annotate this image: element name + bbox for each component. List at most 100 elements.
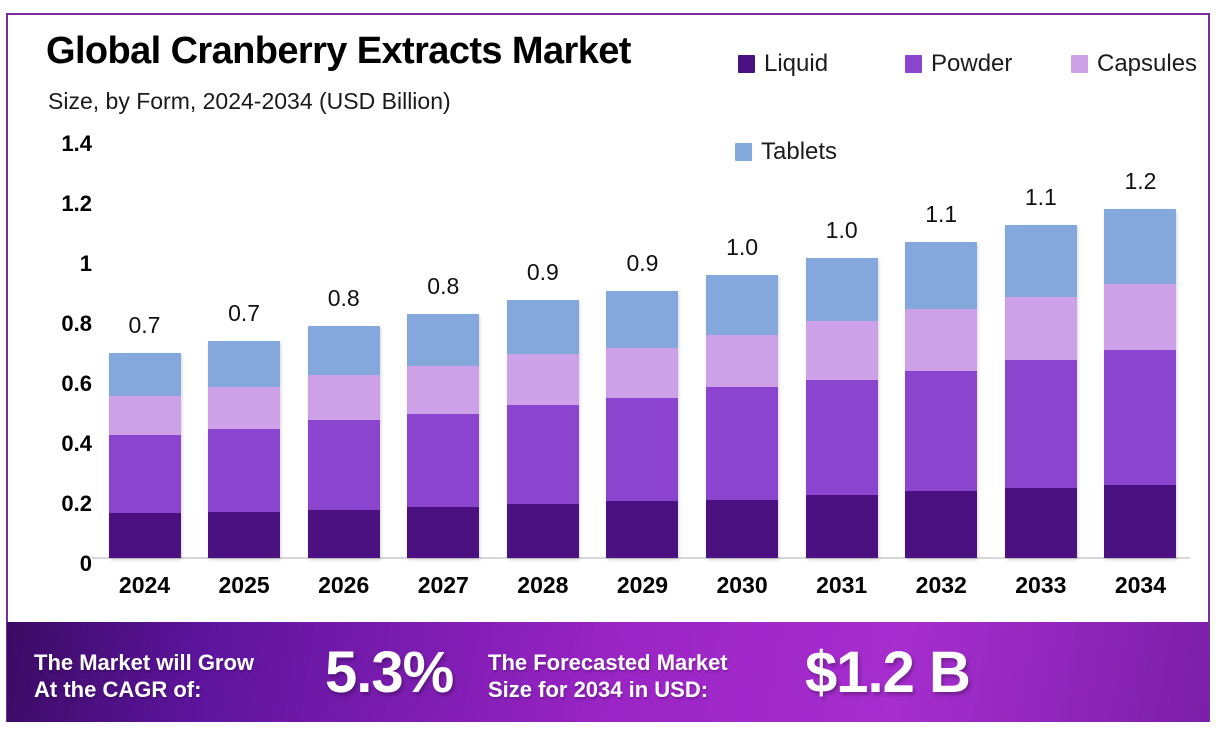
bar-segment-powder[interactable]	[1104, 349, 1177, 485]
stacked-bar[interactable]	[407, 313, 480, 558]
bar-total-label: 1.0	[726, 233, 759, 260]
legend-label-powder: Powder	[931, 50, 1013, 77]
bar-column[interactable]: 0.8	[294, 150, 393, 558]
y-axis: 0 0.2 0.4 0.6 0.8 1 1.2 1.4	[30, 130, 92, 576]
bar-column[interactable]: 0.7	[195, 150, 294, 558]
x-axis-tick: 2031	[816, 572, 868, 598]
bar-segment-powder[interactable]	[407, 414, 480, 507]
bar-segment-tablets[interactable]	[208, 340, 281, 387]
bar-column[interactable]: 0.7	[95, 150, 194, 558]
bar-segment-liquid[interactable]	[506, 504, 579, 558]
bar-segment-liquid[interactable]	[208, 511, 281, 558]
bar-total-label: 1.1	[1024, 184, 1057, 210]
y-axis-tick: 0.2	[61, 491, 92, 516]
bar-column[interactable]: 1.0	[792, 150, 891, 558]
bar-segment-liquid[interactable]	[1104, 484, 1177, 558]
bar-column[interactable]: 0.9	[593, 150, 692, 558]
bar-segment-powder[interactable]	[307, 420, 380, 510]
stacked-bar[interactable]	[307, 325, 380, 558]
bar-segment-powder[interactable]	[905, 370, 978, 491]
bar-segment-capsules[interactable]	[307, 375, 380, 420]
x-axis-tick: 2029	[616, 572, 669, 598]
x-axis-tick: 2024	[118, 572, 171, 598]
bar-segment-tablets[interactable]	[307, 325, 380, 375]
page-title: Global Cranberry Extracts Market	[46, 30, 631, 72]
y-axis-tick: 0	[79, 551, 92, 576]
cagr-value: 5.3%	[325, 640, 454, 705]
cagr-label: The Market will Grow At the CAGR of:	[34, 650, 255, 702]
bar-segment-liquid[interactable]	[606, 501, 679, 558]
legend-item-liquid[interactable]: Liquid	[738, 50, 828, 78]
bar-segment-tablets[interactable]	[706, 274, 779, 335]
bar-total-label: 0.9	[626, 250, 659, 276]
bar-segment-liquid[interactable]	[108, 513, 181, 558]
bar-segment-capsules[interactable]	[706, 334, 779, 387]
stacked-bar[interactable]	[606, 291, 679, 558]
stacked-bar[interactable]	[706, 274, 779, 558]
bar-total-label: 1.0	[825, 217, 858, 243]
bar-segment-tablets[interactable]	[1104, 208, 1177, 284]
bar-total-label: 0.7	[128, 311, 161, 338]
bar-column[interactable]: 1.1	[892, 150, 991, 558]
forecast-value: $1.2 B	[805, 640, 971, 705]
legend-item-capsules[interactable]: Capsules	[1071, 50, 1197, 78]
stacked-bar[interactable]	[905, 241, 978, 558]
bar-segment-powder[interactable]	[606, 397, 679, 501]
bar-column[interactable]: 0.8	[394, 150, 493, 558]
stacked-bar[interactable]	[208, 340, 281, 558]
bar-segment-capsules[interactable]	[805, 321, 878, 380]
bar-series-group: 0.7 0.7 0.8 0.8 0.9 0.9 1.0 1.0 1.1 1.1 1.2	[95, 150, 1190, 558]
stats-banner: The Market will Grow At the CAGR of: 5.3…	[7, 622, 1209, 722]
bar-column[interactable]: 0.9	[493, 150, 592, 558]
bar-segment-powder[interactable]	[506, 405, 579, 504]
x-axis-tick: 2027	[417, 572, 469, 598]
bar-segment-tablets[interactable]	[506, 300, 579, 354]
bar-segment-capsules[interactable]	[506, 354, 579, 405]
bar-segment-powder[interactable]	[805, 379, 878, 495]
bar-segment-tablets[interactable]	[1004, 225, 1077, 297]
y-axis-tick: 0.6	[61, 371, 92, 396]
bar-segment-tablets[interactable]	[905, 241, 978, 309]
legend-item-powder[interactable]: Powder	[905, 50, 1012, 78]
bar-segment-capsules[interactable]	[1104, 283, 1177, 350]
stacked-bar[interactable]	[805, 258, 878, 558]
bar-segment-liquid[interactable]	[407, 507, 480, 558]
bar-column[interactable]: 1.1	[991, 150, 1090, 558]
bar-column[interactable]: 1.2	[1091, 150, 1190, 558]
bar-segment-tablets[interactable]	[108, 352, 181, 396]
bar-segment-capsules[interactable]	[606, 348, 679, 398]
stacked-bar[interactable]	[506, 300, 579, 558]
y-axis-tick: 1.4	[61, 131, 92, 156]
bar-total-label: 0.8	[327, 284, 360, 311]
bar-segment-powder[interactable]	[208, 429, 281, 512]
bar-segment-capsules[interactable]	[1004, 297, 1077, 360]
stacked-bar[interactable]	[1004, 225, 1077, 558]
bar-segment-tablets[interactable]	[606, 291, 679, 348]
bar-segment-tablets[interactable]	[407, 313, 480, 366]
bar-segment-capsules[interactable]	[108, 396, 181, 435]
x-axis-tick: 2034	[1114, 572, 1167, 598]
bar-column[interactable]: 1.0	[693, 150, 792, 558]
stacked-bar[interactable]	[1104, 208, 1177, 558]
bar-segment-capsules[interactable]	[905, 309, 978, 371]
bar-segment-powder[interactable]	[706, 387, 779, 500]
legend-swatch-tablets	[735, 143, 752, 161]
bar-segment-powder[interactable]	[1004, 360, 1077, 488]
bar-segment-tablets[interactable]	[805, 258, 878, 321]
legend-item-tablets[interactable]: Tablets	[735, 138, 837, 166]
bar-segment-liquid[interactable]	[706, 499, 779, 558]
x-axis-tick: 2032	[915, 572, 967, 598]
x-axis-tick: 2028	[517, 572, 569, 598]
bar-segment-powder[interactable]	[108, 435, 181, 513]
stacked-bar[interactable]	[108, 352, 181, 558]
bar-segment-capsules[interactable]	[208, 387, 281, 429]
y-axis-tick: 0.4	[61, 431, 92, 456]
y-axis-tick: 1.2	[61, 191, 92, 216]
legend-label-capsules: Capsules	[1097, 50, 1198, 77]
bar-segment-liquid[interactable]	[307, 510, 380, 558]
bar-segment-liquid[interactable]	[1004, 487, 1077, 558]
bar-segment-capsules[interactable]	[407, 366, 480, 414]
bar-total-label: 0.8	[427, 272, 460, 299]
bar-segment-liquid[interactable]	[905, 490, 978, 558]
bar-segment-liquid[interactable]	[805, 495, 878, 558]
